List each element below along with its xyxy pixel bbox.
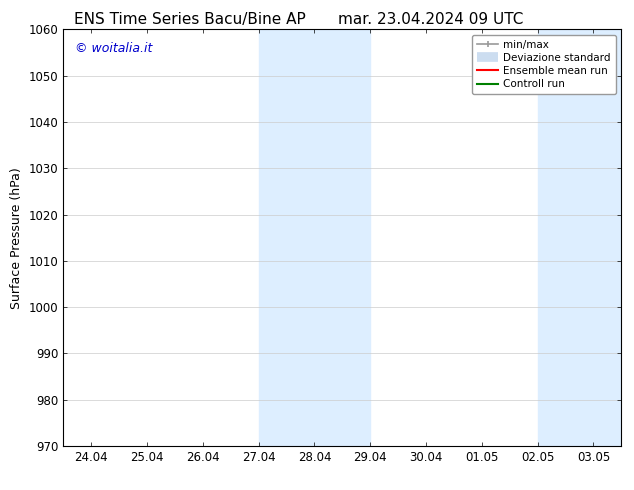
Bar <box>259 29 370 446</box>
Text: © woitalia.it: © woitalia.it <box>75 42 152 55</box>
Text: ENS Time Series Bacu/Bine AP: ENS Time Series Bacu/Bine AP <box>74 12 306 27</box>
Text: mar. 23.04.2024 09 UTC: mar. 23.04.2024 09 UTC <box>339 12 524 27</box>
Legend: min/max, Deviazione standard, Ensemble mean run, Controll run: min/max, Deviazione standard, Ensemble m… <box>472 35 616 95</box>
Bar <box>538 29 621 446</box>
Y-axis label: Surface Pressure (hPa): Surface Pressure (hPa) <box>10 167 23 309</box>
